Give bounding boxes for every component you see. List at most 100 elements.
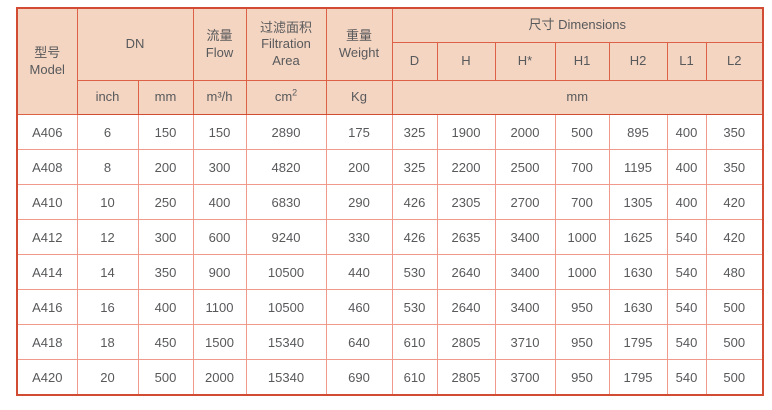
col-header-flow: 流量 Flow: [192, 7, 247, 81]
dim-hstar-cell: 2700: [494, 184, 556, 220]
dim-h-cell: 2805: [436, 359, 496, 396]
flow-cell: 1500: [192, 324, 247, 360]
model-cell: A418: [16, 324, 78, 360]
header-row-main: 型号 Model DN 流量 Flow 过滤面积 Filtration Area…: [16, 7, 764, 115]
col-header-flow-en: Flow: [205, 44, 234, 60]
dn-inch-cell: 16: [76, 289, 139, 325]
table-row: A416 16 400 1100 10500 460 530 2640 3400 950 1630 5…: [16, 289, 764, 325]
dim-d-cell: 325: [391, 149, 438, 185]
spec-table-header: 型号 Model DN 流量 Flow 过滤面积 Filtration Area…: [16, 7, 764, 115]
dim-h1-cell: 950: [554, 289, 610, 325]
dim-h-cell: 2200: [436, 149, 496, 185]
col-header-filtration-en: Filtration Area: [261, 36, 311, 68]
dim-d-cell: 610: [391, 359, 438, 396]
dim-h-cell: 2305: [436, 184, 496, 220]
dim-hstar-cell: 3400: [494, 289, 556, 325]
dim-d-cell: 610: [391, 324, 438, 360]
dim-h1-cell: 1000: [554, 254, 610, 290]
dim-l2-cell: 480: [705, 254, 764, 290]
dim-h1-cell: 700: [554, 184, 610, 220]
col-header-model-zh: 型号: [34, 45, 61, 61]
col-header-dim-h1: H1: [554, 42, 610, 81]
dn-inch-cell: 8: [76, 149, 139, 185]
area-cell: 10500: [245, 254, 327, 290]
spec-table: 型号 Model DN 流量 Flow 过滤面积 Filtration Area…: [16, 7, 764, 396]
dim-h-cell: 2640: [436, 254, 496, 290]
unit-header-dimensions-mm: mm: [391, 80, 764, 115]
unit-header-mm: mm: [137, 80, 194, 115]
dim-l1-cell: 540: [666, 359, 707, 396]
dn-mm-cell: 500: [137, 359, 194, 396]
dn-inch-cell: 20: [76, 359, 139, 396]
dim-l1-cell: 540: [666, 289, 707, 325]
col-header-dim-hstar: H*: [494, 42, 556, 81]
dn-mm-cell: 350: [137, 254, 194, 290]
dim-d-cell: 530: [391, 289, 438, 325]
dn-mm-cell: 250: [137, 184, 194, 220]
col-header-dn: DN: [76, 7, 194, 81]
header-row-dimension-cols: D H H* H1 H2 L1 L2: [17, 42, 764, 81]
col-header-dim-h2: H2: [608, 42, 668, 81]
dim-h1-cell: 1000: [554, 219, 610, 255]
dim-hstar-cell: 3700: [494, 359, 556, 396]
unit-area-superscript: 2: [292, 88, 298, 99]
weight-cell: 290: [325, 184, 393, 220]
dn-mm-cell: 300: [137, 219, 194, 255]
area-cell: 9240: [245, 219, 327, 255]
unit-area-base: cm: [274, 89, 293, 105]
dim-d-cell: 325: [391, 114, 438, 150]
dim-hstar-cell: 3400: [494, 254, 556, 290]
area-cell: 6830: [245, 184, 327, 220]
col-header-weight-zh: 重量: [345, 28, 372, 44]
flow-cell: 600: [192, 219, 247, 255]
dim-l1-cell: 400: [666, 149, 707, 185]
col-header-model-en: Model: [29, 61, 65, 77]
dim-h2-cell: 1195: [608, 149, 668, 185]
flow-cell: 2000: [192, 359, 247, 396]
unit-header-area: cm2: [245, 80, 327, 115]
dim-h1-cell: 500: [554, 114, 610, 150]
dim-l1-cell: 400: [666, 114, 707, 150]
unit-header-inch: inch: [76, 80, 139, 115]
dim-hstar-cell: 2000: [494, 114, 556, 150]
col-header-weight-en: Weight: [338, 44, 380, 60]
col-header-dim-d: D: [391, 42, 438, 81]
model-cell: A410: [16, 184, 78, 220]
weight-cell: 690: [325, 359, 393, 396]
weight-cell: 200: [325, 149, 393, 185]
area-cell: 4820: [245, 149, 327, 185]
dim-hstar-cell: 3400: [494, 219, 556, 255]
col-header-flow-zh: 流量: [206, 28, 233, 44]
col-header-filtration-area: 过滤面积 Filtration Area: [245, 7, 327, 81]
dim-hstar-cell: 3710: [494, 324, 556, 360]
col-header-dim-l1: L1: [666, 42, 707, 81]
flow-cell: 300: [192, 149, 247, 185]
weight-cell: 640: [325, 324, 393, 360]
flow-cell: 400: [192, 184, 247, 220]
dn-mm-cell: 400: [137, 289, 194, 325]
header-row-units: inch mm m³/h cm2 Kg mm: [17, 80, 764, 115]
dim-l1-cell: 540: [666, 254, 707, 290]
model-cell: A408: [16, 149, 78, 185]
dim-l1-cell: 400: [666, 184, 707, 220]
dim-l2-cell: 500: [705, 359, 764, 396]
col-header-weight: 重量 Weight: [325, 7, 393, 81]
area-cell: 2890: [245, 114, 327, 150]
weight-cell: 330: [325, 219, 393, 255]
spec-table-body: A406 6 150 150 2890 175 325 1900 2000 500 895 400 35…: [16, 114, 764, 396]
area-cell: 15340: [245, 359, 327, 396]
dn-mm-cell: 200: [137, 149, 194, 185]
dn-inch-cell: 12: [76, 219, 139, 255]
weight-cell: 440: [325, 254, 393, 290]
weight-cell: 460: [325, 289, 393, 325]
flow-cell: 1100: [192, 289, 247, 325]
model-cell: A412: [16, 219, 78, 255]
table-row: A408 8 200 300 4820 200 325 2200 2500 700 1195 400 3…: [16, 149, 764, 185]
dim-h2-cell: 1630: [608, 254, 668, 290]
model-cell: A406: [16, 114, 78, 150]
area-cell: 15340: [245, 324, 327, 360]
model-cell: A416: [16, 289, 78, 325]
table-row: A410 10 250 400 6830 290 426 2305 2700 700 1305 400…: [16, 184, 764, 220]
col-header-dim-h: H: [436, 42, 496, 81]
